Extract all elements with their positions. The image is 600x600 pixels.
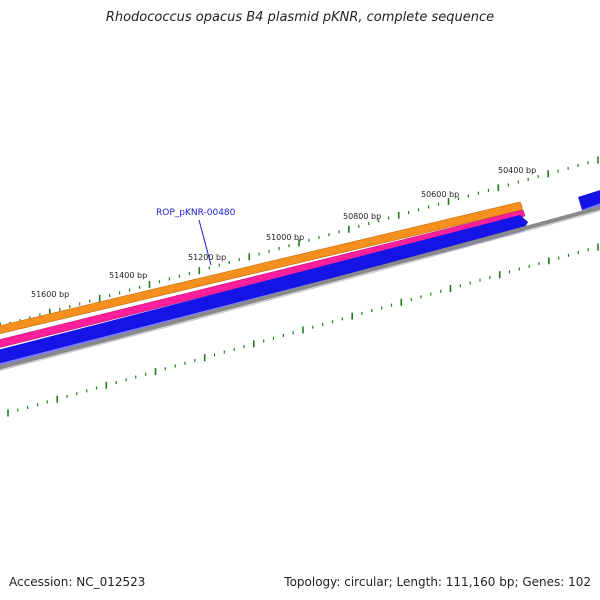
orange-feature-track[interactable] [0,201,523,336]
blue-gene-feature[interactable] [0,215,528,366]
gene-label[interactable]: ROP_pKNR-00480 [156,208,236,218]
scale-label: 51600 bp [31,290,69,299]
accession-text: Accession: NC_012523 [9,575,146,589]
backbone-line-shadow [0,210,600,372]
scale-label: 50800 bp [343,212,381,221]
scale-label: 50600 bp [421,190,459,199]
pink-feature-track[interactable] [0,209,526,350]
scale-label: 51000 bp [266,233,304,242]
scale-label: 51400 bp [109,271,147,280]
gene-label-leader [198,219,212,266]
topology-summary-text: Topology: circular; Length: 111,160 bp; … [284,575,591,589]
upper-scale-ticks [0,156,599,330]
scale-label: 50400 bp [498,166,536,175]
blue-gene-feature-right[interactable] [578,187,600,210]
scale-label: 51200 bp [188,253,226,262]
map-title: Rhodococcus opacus B4 plasmid pKNR, comp… [105,10,495,25]
backbone-line [0,205,600,370]
lower-scale-ticks [7,243,599,417]
